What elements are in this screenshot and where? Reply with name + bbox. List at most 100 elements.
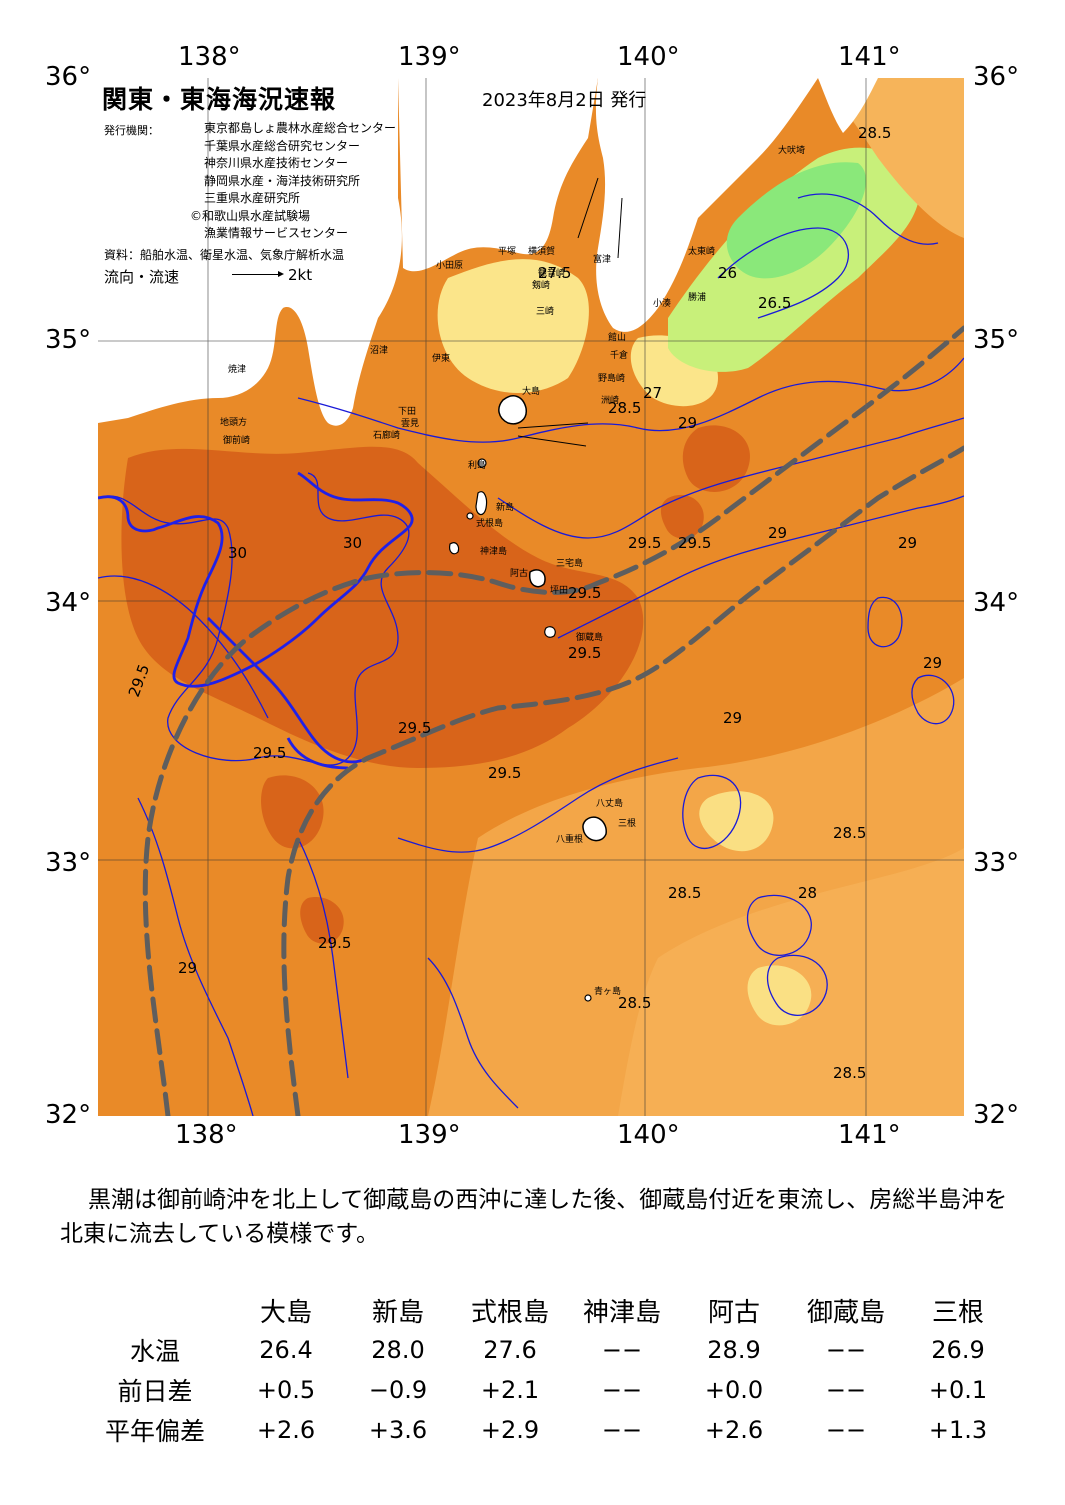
place-label: 下田 — [398, 406, 416, 417]
temp-label: 29.5 — [568, 644, 601, 662]
temp-label: 28.5 — [668, 884, 701, 902]
left-lat-32: 32° — [45, 1100, 92, 1130]
place-label: 小田原 — [436, 260, 463, 271]
agency-item: 漁業情報サービスセンター — [204, 226, 349, 240]
agency-item: 神奈川県水産技術センター — [204, 156, 349, 170]
right-lat-35: 35° — [973, 325, 1020, 355]
place-label: 勝浦 — [688, 291, 706, 303]
table-cell: 26.4 — [259, 1336, 313, 1364]
place-label: 横須賀 — [528, 245, 555, 257]
warm-core-patch-3 — [300, 897, 344, 944]
land-izu-oshima — [498, 395, 527, 425]
data-source: 資料：船舶水温、衛星水温、気象庁解析水温 — [104, 248, 345, 262]
place-label: 大島 — [522, 385, 540, 397]
issue-date: 2023年8月2日 発行 — [482, 90, 647, 111]
island-temperature-table: 大島 新島 式根島 神津島 阿古 御蔵島 三根 水温 26.4 28.0 27.… — [80, 1290, 1014, 1450]
row-label: 平年偏差 — [104, 1417, 205, 1446]
table-cell: 27.6 — [483, 1336, 537, 1364]
table-cell: 28.0 — [371, 1336, 425, 1364]
map-title: 関東・東海海況速報 — [102, 85, 337, 114]
temp-label: 29.5 — [678, 534, 711, 552]
land-mikurajima — [544, 626, 556, 638]
place-label: 太東崎 — [688, 245, 715, 257]
left-lat-36: 36° — [45, 62, 92, 92]
place-label: 洲崎 — [601, 394, 619, 406]
warm-core-patch-1 — [682, 425, 750, 492]
table-cell: −0.9 — [368, 1376, 428, 1404]
table-row: 水温 26.4 28.0 27.6 −− 28.9 −− 26.9 — [80, 1330, 1014, 1370]
place-label: 式根島 — [476, 517, 503, 529]
agency-item: 静岡県水産・海洋技術研究所 — [204, 173, 361, 188]
temp-label: 27 — [643, 384, 662, 402]
temp-label: 29.5 — [253, 744, 286, 762]
place-label: 伊東 — [432, 352, 450, 364]
table-header-row: 大島 新島 式根島 神津島 阿古 御蔵島 三根 — [80, 1290, 1014, 1330]
left-lat-35: 35° — [45, 325, 92, 355]
table-cell: +2.6 — [256, 1416, 316, 1444]
right-lat-32: 32° — [973, 1100, 1020, 1130]
left-lat-34: 34° — [45, 588, 92, 618]
temp-label: 26 — [718, 264, 737, 282]
place-label: 地頭方 — [220, 416, 247, 428]
temp-label: 28.5 — [618, 994, 651, 1012]
land-kanagawa — [398, 78, 598, 272]
place-label: 八丈島 — [596, 797, 623, 809]
bottom-lon-140: 140° — [617, 1120, 680, 1150]
table-cell: −− — [601, 1336, 643, 1364]
place-label: 三根 — [618, 817, 636, 829]
temp-label: 28.5 — [833, 824, 866, 842]
column-header: 神津島 — [582, 1297, 661, 1328]
table-cell: −− — [601, 1416, 643, 1444]
temp-label: 30 — [343, 534, 362, 552]
place-label: 沼津 — [370, 345, 388, 356]
land-niijima — [475, 491, 488, 516]
table-cell: 26.9 — [931, 1336, 985, 1364]
right-lat-33: 33° — [973, 848, 1020, 878]
place-label: 神津島 — [480, 545, 507, 557]
place-label: 阿古 — [510, 567, 528, 579]
temp-label: 29 — [923, 654, 942, 672]
temp-label: 29 — [723, 709, 742, 727]
agency-item: 三重県水産研究所 — [204, 191, 301, 205]
table-cell: +2.6 — [704, 1416, 764, 1444]
table-cell: 28.9 — [707, 1336, 761, 1364]
right-lat-34: 34° — [973, 588, 1020, 618]
column-header: 阿古 — [707, 1297, 760, 1328]
agency-label: 発行機関： — [104, 124, 159, 137]
temp-label: 28.5 — [608, 399, 641, 417]
place-label: 坪田 — [550, 585, 568, 596]
table-cell: +3.6 — [368, 1416, 428, 1444]
temp-label: 28 — [798, 884, 817, 902]
place-label: 利島 — [468, 459, 486, 471]
temp-label: 28.5 — [858, 124, 891, 142]
bottom-lon-138: 138° — [175, 1120, 238, 1150]
column-header: 御蔵島 — [806, 1297, 885, 1328]
flow-arrows — [517, 177, 623, 447]
temp-label: 27.5 — [538, 264, 571, 282]
place-label: 野島崎 — [598, 372, 625, 384]
place-label: 新島 — [496, 501, 514, 513]
place-label: 千倉 — [610, 349, 628, 361]
temp-label: 29 — [678, 414, 697, 432]
table-cell: +0.5 — [256, 1376, 316, 1404]
temp-label: 28.5 — [833, 1064, 866, 1082]
place-label: 三崎 — [536, 305, 554, 317]
table-corner — [80, 1290, 230, 1330]
table-cell: −− — [825, 1416, 867, 1444]
land-miyakejima — [529, 569, 546, 588]
place-label: 平塚 — [498, 246, 516, 257]
temp-label: 29 — [178, 959, 197, 977]
temp-label: 26.5 — [758, 294, 791, 312]
temp-label: 29.5 — [318, 934, 351, 952]
graticule — [98, 78, 964, 1116]
green-zone-inner — [726, 162, 867, 279]
place-label: 御前崎 — [223, 434, 250, 446]
temp-label: 29 — [768, 524, 787, 542]
land-hachijojima — [582, 816, 607, 842]
land-kozushima — [449, 542, 460, 555]
flow-legend-value: 2kt — [288, 266, 313, 284]
bottom-lon-141: 141° — [838, 1120, 901, 1150]
agency-item: ©和歌山県水産試験場 — [190, 208, 311, 223]
temperature-labels: 29.5 30 29.5 30 29.5 29.5 29.5 29.5 29.5… — [125, 124, 942, 1082]
agency-list: 東京都島しょ農林水産総合センター 千葉県水産総合研究センター 神奈川県水産技術セ… — [190, 120, 396, 243]
